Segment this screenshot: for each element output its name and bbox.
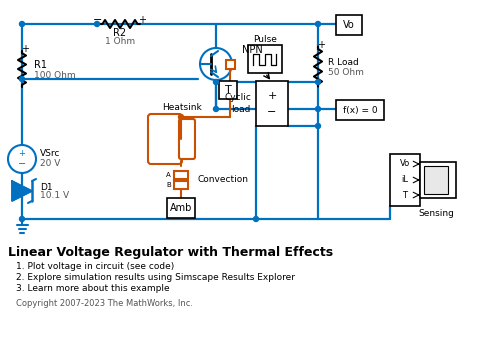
Text: B: B bbox=[166, 182, 171, 188]
Text: Pulse: Pulse bbox=[253, 34, 277, 44]
FancyBboxPatch shape bbox=[336, 100, 384, 120]
Circle shape bbox=[8, 145, 36, 173]
Text: T: T bbox=[225, 85, 231, 95]
FancyBboxPatch shape bbox=[248, 45, 282, 73]
Text: Heatsink: Heatsink bbox=[162, 103, 202, 113]
Text: f(x) = 0: f(x) = 0 bbox=[343, 105, 377, 114]
Polygon shape bbox=[12, 181, 32, 201]
FancyBboxPatch shape bbox=[424, 166, 448, 194]
Circle shape bbox=[200, 48, 232, 80]
Circle shape bbox=[19, 217, 25, 222]
FancyBboxPatch shape bbox=[390, 154, 420, 206]
Text: 10.1 V: 10.1 V bbox=[40, 192, 69, 200]
Text: 1 Ohm: 1 Ohm bbox=[105, 38, 135, 46]
Text: −: − bbox=[94, 15, 103, 25]
FancyBboxPatch shape bbox=[256, 81, 288, 126]
Circle shape bbox=[316, 22, 321, 27]
Text: Convection: Convection bbox=[197, 175, 248, 183]
FancyBboxPatch shape bbox=[148, 114, 182, 164]
Circle shape bbox=[178, 114, 184, 120]
Text: Linear Voltage Regulator with Thermal Effects: Linear Voltage Regulator with Thermal Ef… bbox=[8, 246, 333, 259]
Circle shape bbox=[316, 124, 321, 129]
FancyBboxPatch shape bbox=[174, 181, 188, 189]
Text: Vo: Vo bbox=[400, 160, 410, 169]
Text: load: load bbox=[232, 104, 251, 114]
Text: NPN: NPN bbox=[242, 45, 263, 55]
Text: −: − bbox=[18, 159, 26, 169]
Text: +: + bbox=[317, 40, 325, 50]
Text: R1: R1 bbox=[34, 60, 47, 70]
Text: 50 Ohm: 50 Ohm bbox=[328, 68, 364, 77]
Text: −: − bbox=[268, 107, 277, 117]
Circle shape bbox=[214, 80, 218, 85]
Text: Vo: Vo bbox=[343, 20, 355, 30]
Text: +: + bbox=[268, 91, 277, 101]
Circle shape bbox=[254, 217, 258, 222]
Circle shape bbox=[316, 80, 321, 85]
Text: +: + bbox=[138, 15, 146, 25]
Text: Amb: Amb bbox=[170, 203, 192, 213]
Text: T: T bbox=[402, 190, 407, 200]
Text: R Load: R Load bbox=[328, 58, 359, 67]
Text: R2: R2 bbox=[113, 28, 127, 38]
FancyBboxPatch shape bbox=[219, 81, 237, 99]
Text: +: + bbox=[21, 44, 29, 54]
Text: A: A bbox=[166, 172, 171, 178]
Circle shape bbox=[214, 107, 218, 112]
FancyBboxPatch shape bbox=[336, 15, 362, 35]
Circle shape bbox=[19, 76, 25, 81]
FancyBboxPatch shape bbox=[226, 60, 235, 69]
Circle shape bbox=[94, 22, 99, 27]
Text: 100 Ohm: 100 Ohm bbox=[34, 70, 76, 80]
Text: 20 V: 20 V bbox=[40, 160, 60, 169]
FancyBboxPatch shape bbox=[174, 171, 188, 179]
Text: Copyright 2007-2023 The MathWorks, Inc.: Copyright 2007-2023 The MathWorks, Inc. bbox=[16, 299, 193, 308]
Text: D1: D1 bbox=[40, 183, 53, 192]
FancyBboxPatch shape bbox=[167, 198, 195, 218]
Text: Sensing: Sensing bbox=[418, 210, 454, 218]
Circle shape bbox=[316, 107, 321, 112]
Text: VSrc: VSrc bbox=[40, 149, 60, 159]
Text: 2. Explore simulation results using Simscape Results Explorer: 2. Explore simulation results using Sims… bbox=[16, 273, 295, 282]
FancyBboxPatch shape bbox=[179, 119, 195, 159]
Text: 3. Learn more about this example: 3. Learn more about this example bbox=[16, 284, 170, 293]
Text: iL: iL bbox=[402, 176, 409, 184]
Text: Cyclic: Cyclic bbox=[224, 93, 251, 103]
Circle shape bbox=[19, 22, 25, 27]
Text: +: + bbox=[19, 149, 26, 159]
FancyBboxPatch shape bbox=[420, 162, 456, 198]
Text: 1. Plot voltage in circuit (see code): 1. Plot voltage in circuit (see code) bbox=[16, 262, 174, 271]
